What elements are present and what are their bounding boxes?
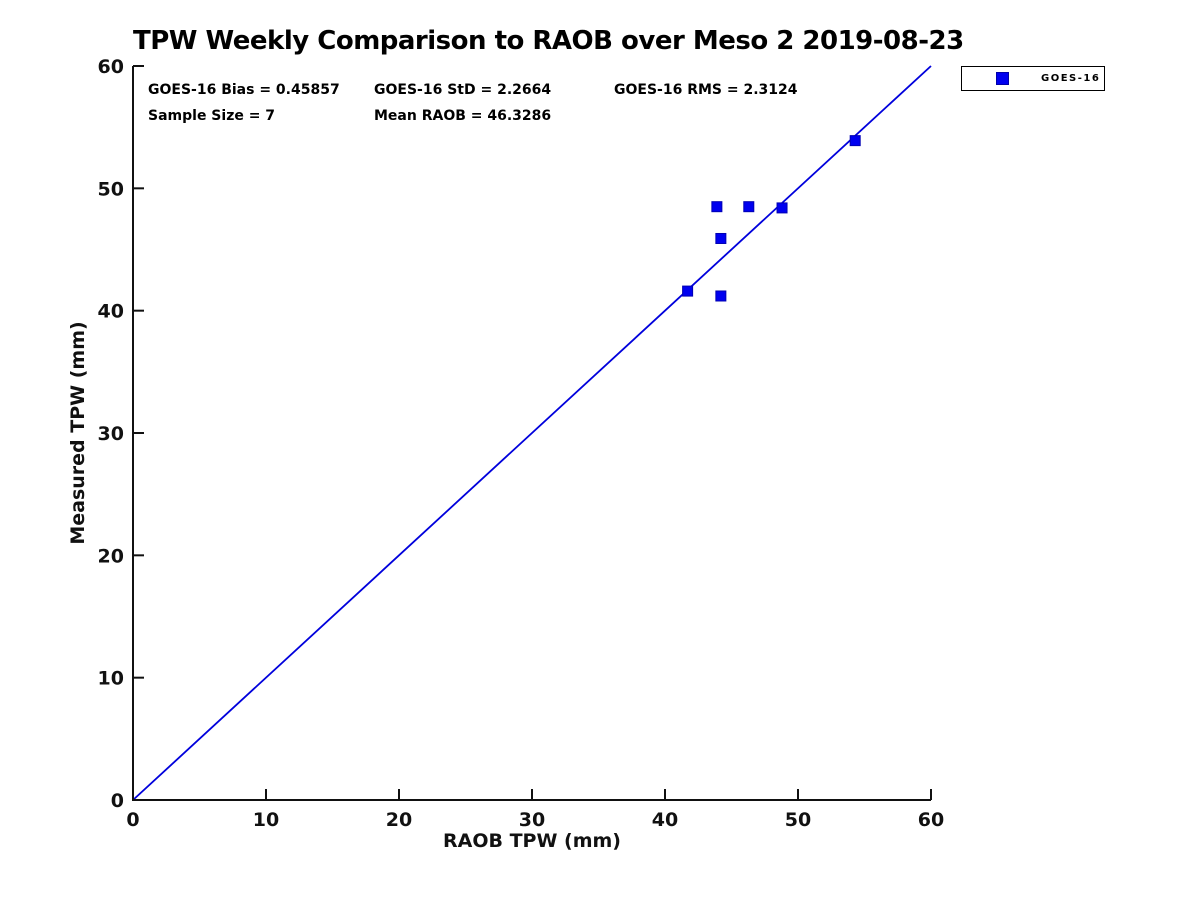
legend-entry-label: GOES-16 <box>1041 73 1101 84</box>
annotation-mean-raob: Mean RAOB = 46.3286 <box>374 108 552 124</box>
x-tick-label: 20 <box>386 809 412 831</box>
y-tick-label: 20 <box>98 545 124 567</box>
annotation-rms: GOES-16 RMS = 2.3124 <box>614 82 798 98</box>
data-point <box>776 202 788 214</box>
legend-marker-square-icon <box>996 72 1009 85</box>
y-axis-label: Measured TPW (mm) <box>67 321 89 545</box>
y-tick-label: 40 <box>98 301 124 323</box>
y-tick-label: 0 <box>111 790 124 812</box>
x-tick-label: 0 <box>126 809 139 831</box>
legend-box: GOES-16 <box>961 66 1105 91</box>
annotation-std: GOES-16 StD = 2.2664 <box>374 82 552 98</box>
annotation-sample-size: Sample Size = 7 <box>148 108 276 124</box>
y-tick-label: 60 <box>98 56 124 78</box>
annotation-bias: GOES-16 Bias = 0.45857 <box>148 82 340 98</box>
data-point <box>849 135 861 147</box>
data-point <box>743 201 755 213</box>
x-tick-label: 60 <box>918 809 944 831</box>
y-tick-label: 50 <box>98 178 124 200</box>
data-point <box>682 285 694 297</box>
identity-line <box>132 65 932 801</box>
data-point <box>715 290 727 302</box>
data-point <box>711 201 723 213</box>
y-tick-label: 30 <box>98 423 124 445</box>
chart-title: TPW Weekly Comparison to RAOB over Meso … <box>133 26 964 56</box>
x-axis-label: RAOB TPW (mm) <box>442 830 621 852</box>
x-tick-label: 10 <box>253 809 279 831</box>
data-point <box>715 232 727 244</box>
x-tick-label: 50 <box>785 809 811 831</box>
y-tick-label: 10 <box>98 668 124 690</box>
x-tick-label: 40 <box>652 809 678 831</box>
x-tick-label: 30 <box>519 809 545 831</box>
